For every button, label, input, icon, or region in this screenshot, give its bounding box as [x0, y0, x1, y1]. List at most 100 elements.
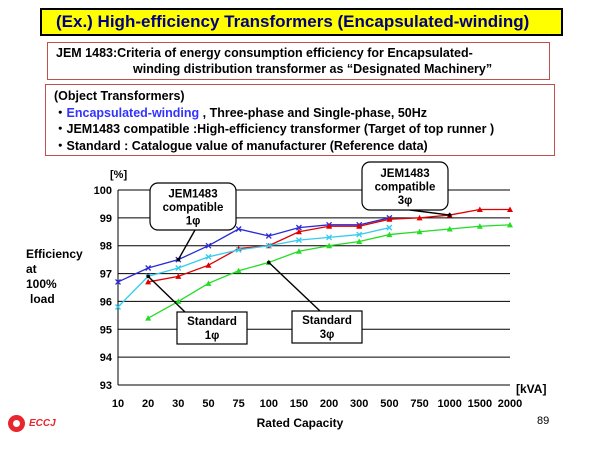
- data-point-std_3phase: [295, 248, 302, 254]
- data-point-std_3phase: [356, 238, 363, 245]
- callout-text: 3φ: [398, 195, 413, 207]
- data-point-jem_1phase: [295, 224, 302, 231]
- slide-title: (Ex.) High-efficiency Transformers (Enca…: [40, 8, 563, 36]
- data-point-std_3phase: [235, 267, 242, 274]
- jem-criteria-line1: JEM 1483:Criteria of energy consumption …: [56, 46, 473, 60]
- data-point-jem_3phase: [175, 273, 182, 279]
- callout-text: JEM1483: [168, 188, 217, 200]
- object-item-text: Standard : Catalogue value of manufactur…: [66, 138, 428, 153]
- y-tick-label: 93: [100, 380, 112, 392]
- data-point-jem_3phase: [295, 228, 302, 235]
- x-axis-label: Rated Capacity: [257, 416, 344, 430]
- bullet: ・: [54, 138, 67, 153]
- y-tick-label: 97: [100, 269, 112, 281]
- object-item-highlight: Encapsulated-winding: [66, 105, 200, 120]
- callout-pointer: [409, 209, 450, 216]
- callout-text: 3φ: [320, 329, 335, 341]
- x-tick-label: 1000: [437, 398, 461, 410]
- bullet: ・: [54, 105, 67, 120]
- marker-stroke: [356, 231, 363, 238]
- y-axis-label: Efficiency: [26, 247, 83, 261]
- marker-stroke: [145, 265, 152, 271]
- series-line-std_1phase: [117, 226, 390, 308]
- marker-stroke: [295, 224, 302, 231]
- y-tick-label: 98: [100, 241, 112, 253]
- callout-text: Standard: [187, 316, 237, 328]
- x-tick-label: 10: [112, 398, 124, 410]
- marker-stroke: [115, 304, 121, 310]
- page-number: 89: [537, 415, 550, 427]
- y-axis-label: 100%: [26, 277, 57, 291]
- object-transformers-box: (Object Transformers) ・Encapsulated-wind…: [45, 84, 555, 156]
- callout-text: Standard: [302, 315, 352, 327]
- x-tick-label: 150: [290, 398, 308, 410]
- data-point-jem_1phase: [205, 242, 212, 249]
- data-point-std_3phase: [416, 228, 423, 235]
- marker-stroke: [205, 242, 212, 249]
- x-tick-label: 20: [142, 398, 154, 410]
- callout-text: 1φ: [205, 330, 220, 342]
- y-tick-label: 96: [100, 296, 112, 308]
- data-point-std_1phase: [265, 242, 272, 249]
- eccj-logo: ECCJ: [8, 415, 56, 432]
- marker-stroke: [205, 253, 212, 260]
- data-point-std_3phase: [175, 298, 182, 304]
- callout-pointer: [177, 229, 196, 260]
- marker-stroke: [265, 242, 272, 249]
- y-axis-label: at: [26, 262, 37, 276]
- y-tick-label: 100: [94, 185, 112, 197]
- callout-box: [361, 161, 449, 211]
- object-item-text: JEM1483 compatible :High-efficiency tran…: [66, 122, 495, 136]
- eccj-logo-icon: [8, 415, 25, 432]
- data-point-jem_1phase: [145, 265, 152, 271]
- data-point-std_1phase: [326, 234, 333, 241]
- callout-pointer-tip: [146, 274, 150, 279]
- callout-text: 1φ: [186, 215, 201, 227]
- data-point-jem_3phase: [416, 214, 423, 221]
- object-heading: (Object Transformers): [54, 89, 185, 103]
- data-point-jem_3phase: [145, 278, 152, 285]
- data-point-std_3phase: [446, 226, 453, 232]
- y-unit-label: [%]: [110, 169, 127, 181]
- object-item: ・Encapsulated-winding , Three-phase and …: [54, 105, 554, 122]
- data-point-std_1phase: [205, 253, 212, 260]
- callout-pointer-tip: [447, 213, 452, 217]
- x-tick-label: 300: [350, 398, 368, 410]
- marker-stroke: [115, 278, 121, 285]
- data-point-jem_1phase: [235, 226, 242, 232]
- data-point-std_1phase: [175, 265, 182, 271]
- x-unit-label: [kVA]: [516, 382, 546, 396]
- data-point-std_3phase: [507, 221, 513, 228]
- callout-pointer-tip: [266, 260, 271, 265]
- callout-pointer: [147, 275, 186, 313]
- data-point-jem_3phase: [476, 206, 483, 212]
- data-point-jem_3phase: [386, 216, 393, 222]
- x-tick-label: 100: [260, 398, 278, 410]
- marker-stroke: [386, 224, 393, 231]
- bullet: ・: [54, 122, 67, 136]
- y-axis-label: load: [30, 292, 55, 306]
- callout-text: compatible: [163, 202, 224, 214]
- marker-stroke: [265, 233, 272, 239]
- callout-pointer-tip: [176, 257, 181, 262]
- data-point-std_3phase: [476, 223, 483, 229]
- x-tick-label: 500: [380, 398, 398, 410]
- data-point-jem_1phase: [265, 233, 272, 239]
- marker-stroke: [326, 234, 333, 241]
- x-tick-label: 75: [232, 398, 244, 410]
- callout-box: [291, 310, 363, 344]
- data-point-std_3phase: [205, 280, 212, 286]
- x-tick-label: 750: [410, 398, 428, 410]
- data-point-jem_3phase: [507, 206, 513, 212]
- y-tick-label: 95: [100, 324, 112, 336]
- series-line-std_3phase: [147, 224, 511, 319]
- x-tick-label: 30: [172, 398, 184, 410]
- data-point-std_3phase: [145, 315, 152, 321]
- y-tick-label: 99: [100, 213, 112, 225]
- data-point-std_3phase: [326, 242, 333, 249]
- callout-pointer: [268, 261, 321, 312]
- y-tick-label: 94: [100, 352, 113, 364]
- callout-box: [176, 311, 248, 345]
- data-point-std_1phase: [356, 231, 363, 238]
- marker-stroke: [175, 265, 182, 271]
